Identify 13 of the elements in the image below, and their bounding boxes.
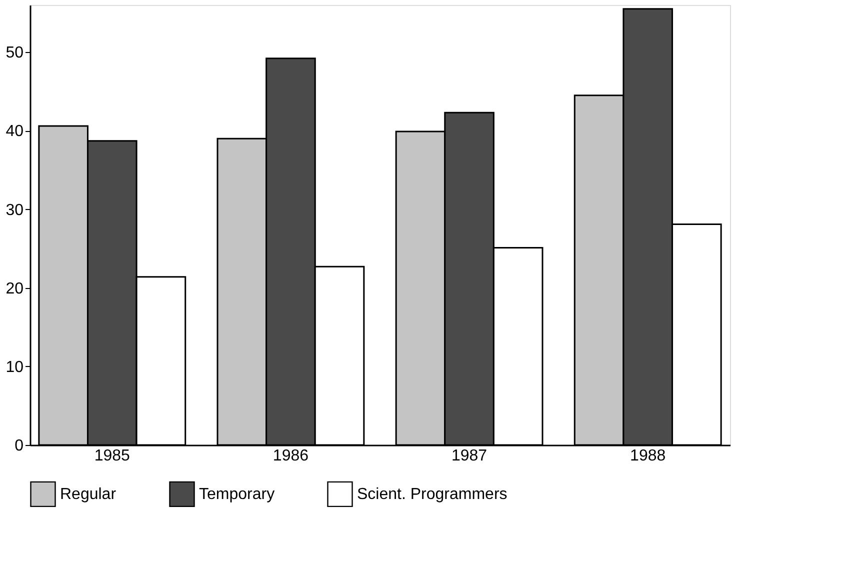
- legend-label: Regular: [60, 486, 117, 504]
- x-tick-label: 1986: [272, 448, 309, 464]
- y-tick-label: 30: [6, 202, 24, 219]
- y-tick-label: 20: [6, 280, 24, 298]
- x-tick-label: 1985: [94, 448, 130, 464]
- x-tick-label: 1987: [451, 448, 488, 464]
- y-tick-label: 50: [6, 44, 24, 62]
- y-tick-label: 40: [6, 123, 24, 140]
- legend-label: Scient. Programmers: [357, 486, 508, 504]
- y-tick-label: 0: [14, 438, 24, 454]
- legend-label: Temporary: [199, 486, 275, 504]
- y-tick-label: 10: [6, 358, 24, 376]
- x-tick-label: 1988: [630, 448, 666, 464]
